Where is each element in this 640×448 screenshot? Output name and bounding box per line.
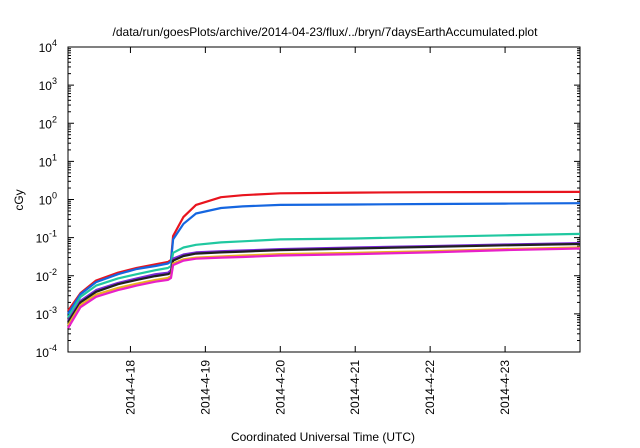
- y-tick-label: 10-3: [36, 305, 57, 322]
- y-tick-label: 104: [39, 38, 57, 55]
- y-tick-label: 10-4: [36, 343, 57, 360]
- y-tick-label: 102: [39, 114, 57, 131]
- x-tick-label: 2014-4-18: [123, 360, 137, 415]
- y-axis-ticks: 10-4 10-3 10-2 10-1 100 101 102 103 104: [36, 38, 580, 360]
- x-tick-label: 2014-4-20: [273, 360, 287, 415]
- chart-title: /data/run/goesPlots/archive/2014-04-23/f…: [113, 25, 539, 39]
- x-tick-label: 2014-4-22: [423, 360, 437, 415]
- x-tick-label: 2014-4-23: [498, 360, 512, 415]
- series-layer: [67, 190, 581, 329]
- y-tick-label: 10-1: [36, 229, 57, 246]
- series-line-5: [67, 242, 581, 323]
- series-line-6: [67, 246, 581, 326]
- series-line-1: [67, 190, 581, 312]
- series-line-2: [67, 202, 581, 315]
- y-tick-label: 101: [39, 152, 57, 169]
- series-line-3: [67, 232, 581, 319]
- y-axis-label: cGy: [12, 189, 26, 210]
- y-tick-label: 100: [39, 191, 57, 208]
- plot-area-frame: [67, 46, 581, 353]
- x-tick-label: 2014-4-21: [348, 360, 362, 415]
- x-tick-label: 2014-4-19: [198, 360, 212, 415]
- x-axis-label: Coordinated Universal Time (UTC): [231, 430, 415, 444]
- series-line-7: [67, 247, 581, 329]
- x-axis-ticks: 2014-4-18 2014-4-19 2014-4-20 2014-4-21 2014…: [123, 47, 512, 415]
- y-tick-label: 103: [39, 76, 57, 93]
- y-tick-label: 10-2: [36, 267, 57, 284]
